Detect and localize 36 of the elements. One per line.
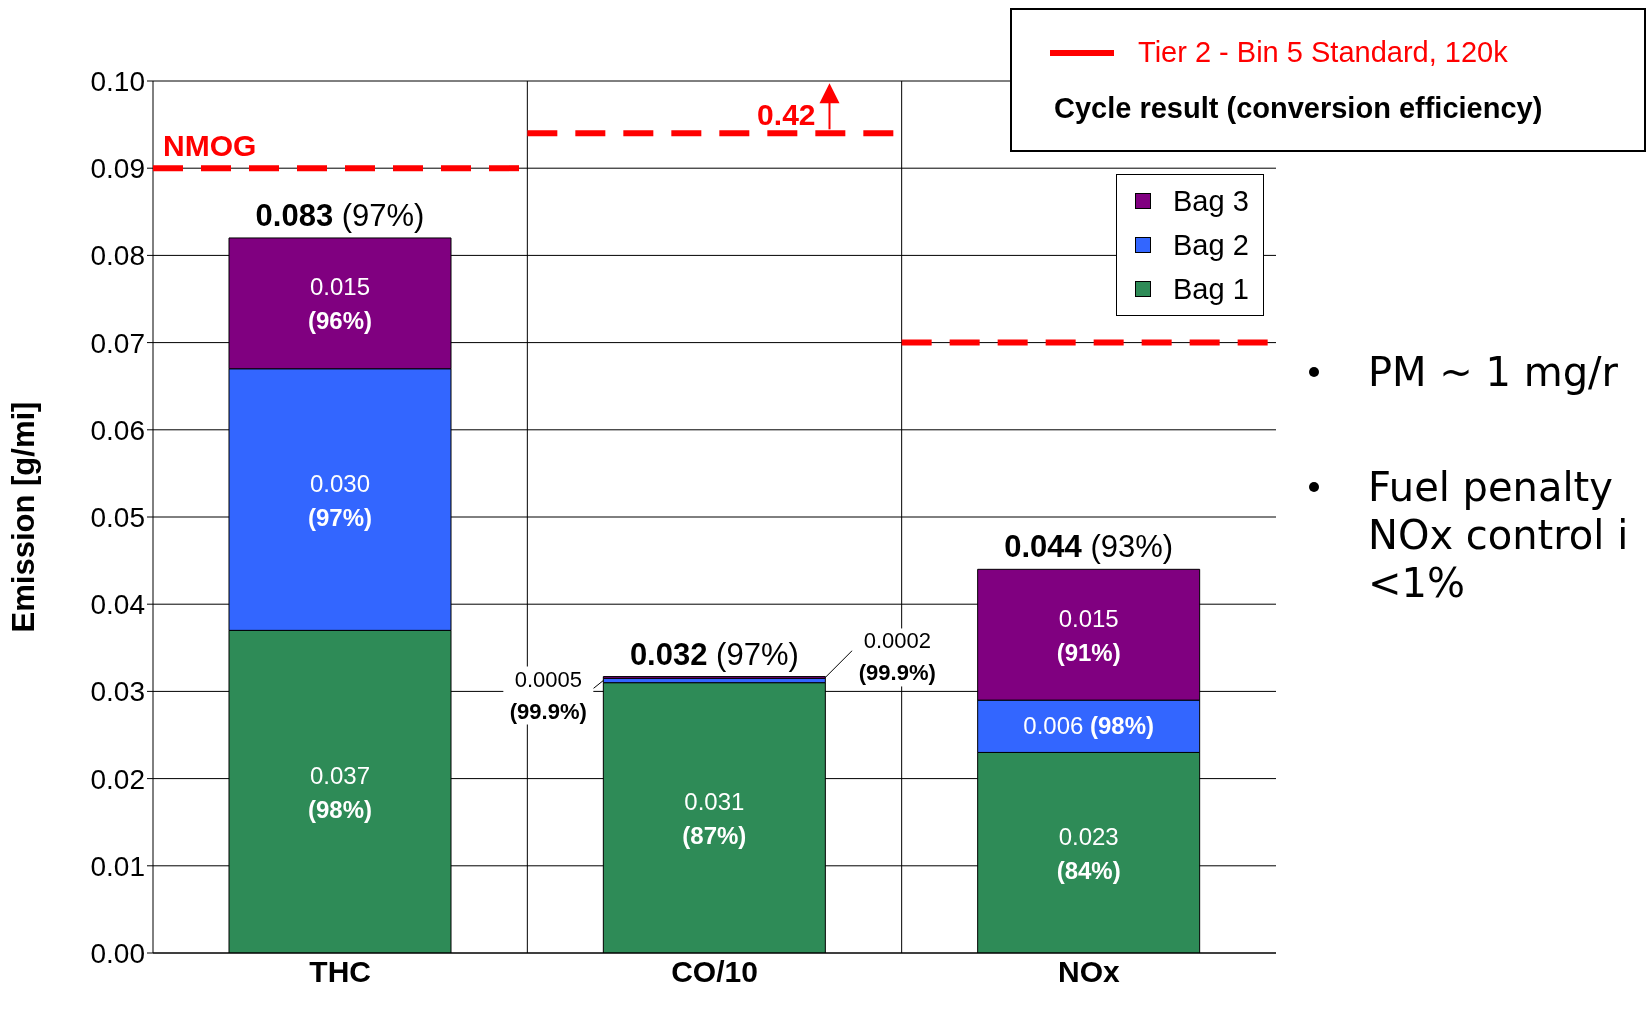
y-tick-label: 0.08	[90, 240, 145, 272]
data-label: 0.015 (91%)	[1056, 604, 1121, 666]
x-tick-label: CO/10	[671, 955, 758, 989]
y-tick-label: 0.06	[90, 414, 145, 446]
data-label: 0.030 (97%)	[307, 469, 373, 531]
y-tick-label: 0.03	[90, 676, 145, 708]
y-tick-label: 0.05	[90, 501, 145, 533]
text: Fuel penalty NOx control i <1%	[1368, 463, 1629, 607]
total-label: 0.083 (97%)	[255, 197, 425, 233]
x-tick-label: THC	[309, 955, 371, 989]
data-label: 0.015 (96%)	[307, 273, 373, 335]
data-label: 0.006 (98%)	[1023, 712, 1155, 740]
y-tick-label: 0.04	[90, 589, 145, 621]
y-tick-label: 0.00	[90, 937, 145, 969]
text: PM ~ 1 mg/r	[1368, 348, 1619, 396]
annotation: Cycle result (conversion efficiency)	[1054, 92, 1543, 125]
data-label: 0.037 (98%)	[307, 761, 373, 823]
annotation: 0.42	[757, 98, 816, 132]
legend-label: Bag 1	[1172, 272, 1249, 307]
y-tick-label: 0.07	[90, 327, 145, 359]
ref-line-label: NMOG	[163, 129, 257, 163]
x-tick-label: NOx	[1057, 955, 1120, 989]
legend-label: Bag 2	[1172, 228, 1249, 263]
y-tick-label: 0.09	[90, 153, 145, 185]
y-axis-title: Emission [g/mi]	[6, 401, 42, 633]
data-label: 0.031 (87%)	[682, 787, 747, 849]
y-tick-label: 0.01	[90, 850, 145, 882]
data-label: 0.023 (84%)	[1056, 822, 1121, 884]
legend-label: Bag 3	[1172, 184, 1249, 219]
y-tick-label: 0.10	[90, 65, 145, 97]
total-label: 0.044 (93%)	[1004, 529, 1174, 565]
total-label: 0.032 (97%)	[629, 636, 799, 672]
data-label: 0.0002 (99.9%)	[858, 628, 936, 686]
y-tick-label: 0.02	[90, 763, 145, 795]
legend-box: Tier 2 - Bin 5 Standard, 120k Cycle result (conversion efficiency)	[1010, 8, 1646, 152]
data-label: 0.0005 (99.9%)	[509, 666, 587, 724]
